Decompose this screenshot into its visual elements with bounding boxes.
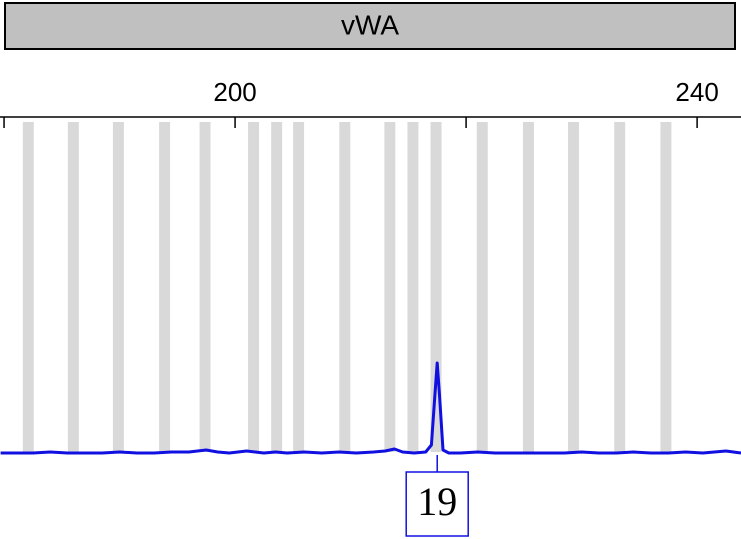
- allele-bin: [522, 122, 534, 452]
- trace: [0, 361, 741, 455]
- allele-bin: [248, 122, 260, 452]
- allele-bin: [22, 122, 34, 452]
- allele-bin: [112, 122, 124, 452]
- allele-bin: [568, 122, 579, 452]
- x-tick-label: 240: [675, 77, 718, 107]
- allele-bin: [476, 122, 488, 452]
- title-bar: [4, 2, 736, 50]
- allele-bin: [614, 122, 626, 452]
- allele-bin: [199, 122, 211, 452]
- allele-bin: [660, 122, 672, 452]
- allele-bin: [384, 122, 396, 452]
- allele-bin: [430, 122, 442, 452]
- allele-bin: [293, 122, 305, 452]
- chart-title: vWA: [341, 9, 399, 40]
- allele-bin: [271, 122, 283, 452]
- allele-bin: [339, 122, 351, 452]
- allele-bin: [67, 122, 79, 452]
- allele-label: 19: [417, 479, 457, 524]
- x-tick-label: 200: [213, 77, 256, 107]
- allele-bin: [159, 122, 171, 452]
- allele-box: [405, 471, 469, 537]
- allele-bin: [407, 122, 419, 452]
